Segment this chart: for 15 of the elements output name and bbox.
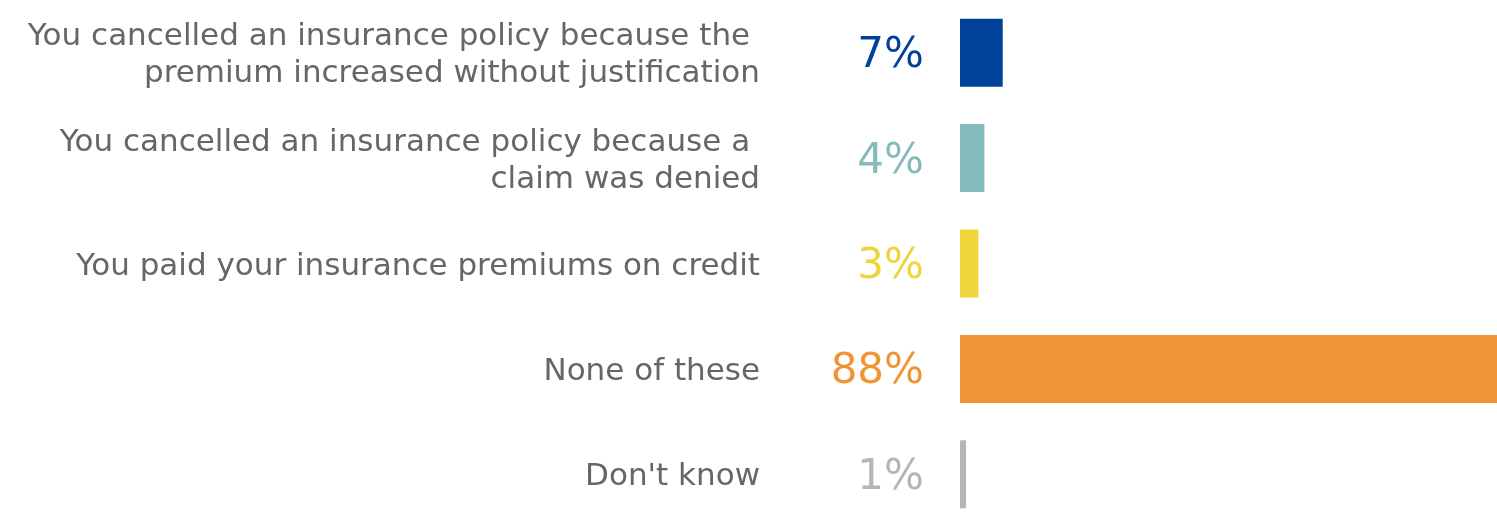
y-tick-label: You cancelled an insurance policy because a claim was denied xyxy=(58,121,760,195)
y-tick-label: You cancelled an insurance policy because the premium increased without justification xyxy=(26,16,760,90)
y-tick-label: Don't know xyxy=(585,456,760,493)
data-label: 1% xyxy=(857,449,924,499)
data-label: 88% xyxy=(830,344,924,394)
bar xyxy=(960,229,979,298)
bar xyxy=(960,18,1003,87)
bar xyxy=(960,124,985,193)
bar xyxy=(960,440,967,509)
data-label: 3% xyxy=(857,239,924,288)
y-tick-label: You paid your insurance premiums on credit xyxy=(75,245,760,282)
bar xyxy=(960,334,1497,403)
data-label: 7% xyxy=(857,28,924,78)
data-label: 4% xyxy=(857,133,924,183)
y-tick-label: None of these xyxy=(543,350,760,387)
